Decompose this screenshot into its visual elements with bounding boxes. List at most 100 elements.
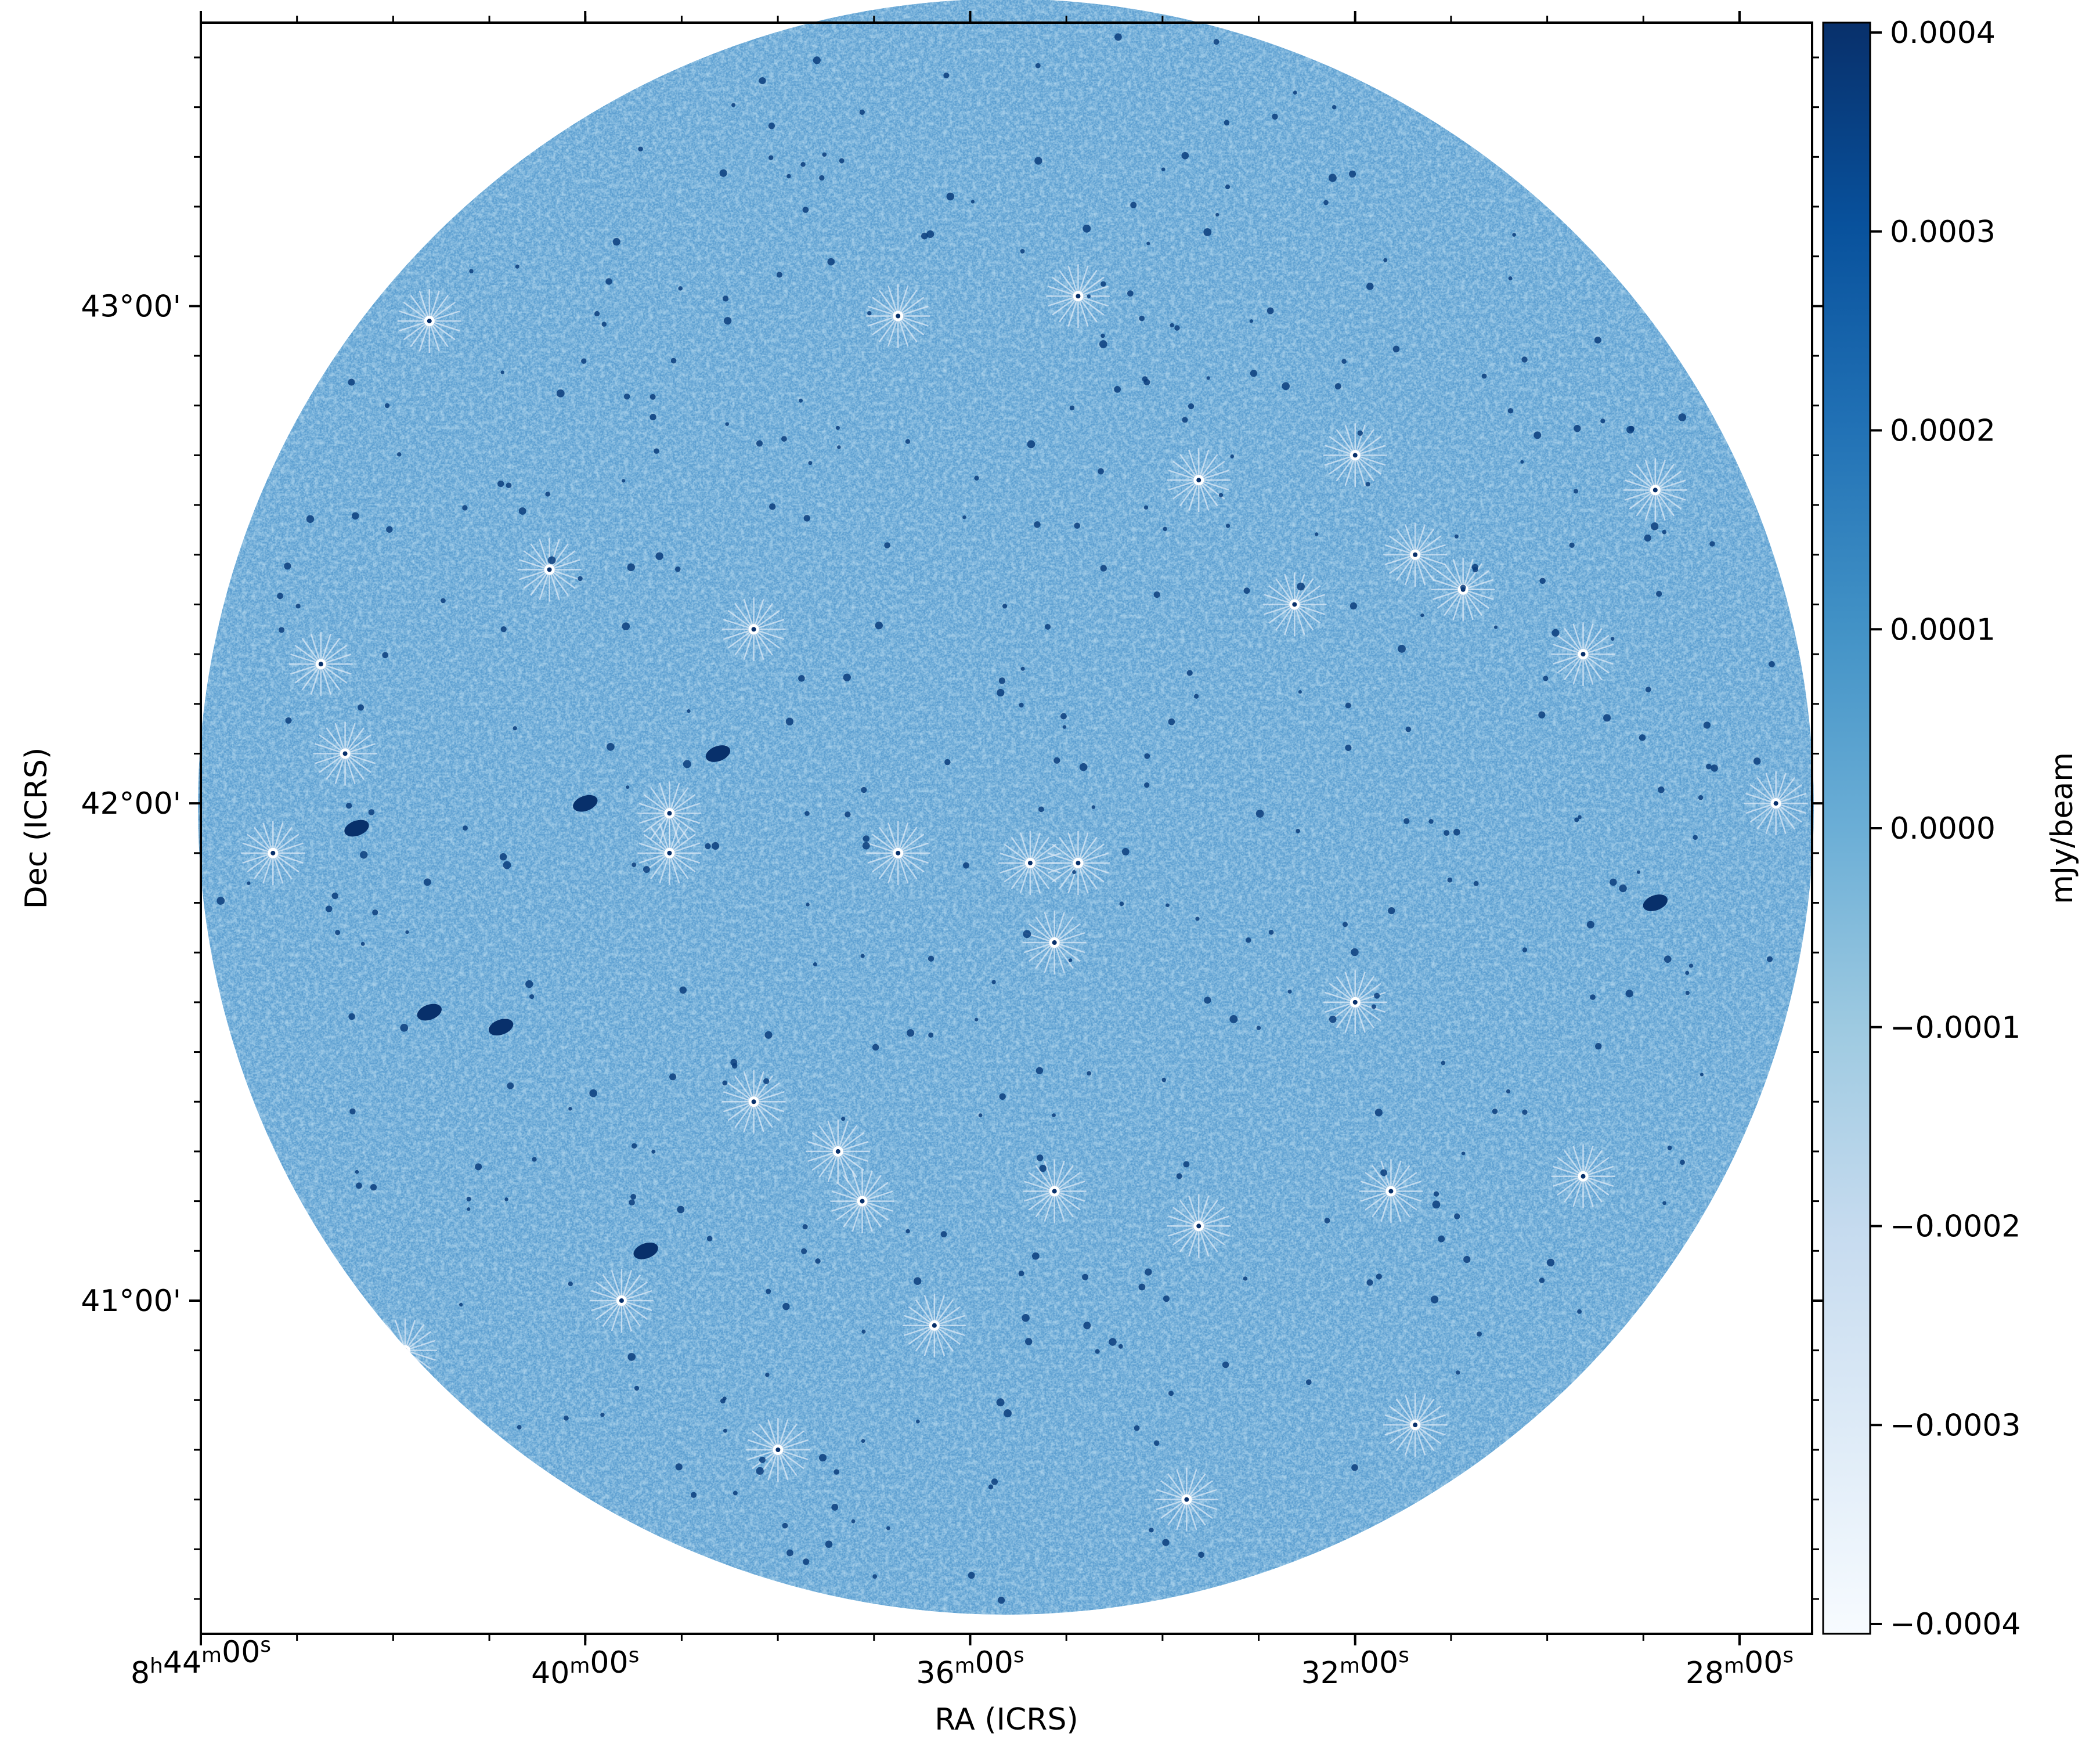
faint-source	[631, 1143, 637, 1149]
faint-source	[1533, 431, 1542, 439]
faint-source	[991, 1478, 998, 1485]
faint-source	[1087, 294, 1091, 298]
faint-source	[1603, 714, 1611, 722]
faint-source	[503, 861, 511, 869]
extended-source	[1643, 894, 1668, 911]
faint-source	[1629, 425, 1634, 432]
faint-source	[928, 955, 934, 962]
faint-source	[815, 1258, 821, 1264]
faint-source	[568, 1281, 573, 1287]
faint-source	[581, 358, 587, 364]
colorbar-tick-label: −0.0003	[1890, 1408, 2021, 1443]
faint-source	[1345, 702, 1351, 709]
faint-source	[1243, 1276, 1248, 1281]
faint-source	[1460, 584, 1466, 591]
faint-source	[988, 1484, 994, 1490]
faint-source	[711, 842, 720, 850]
faint-source	[806, 903, 810, 907]
faint-source	[1662, 529, 1667, 535]
faint-source	[651, 1149, 656, 1154]
faint-source	[1146, 241, 1150, 246]
faint-source	[1004, 1409, 1012, 1417]
faint-source	[1430, 1295, 1439, 1304]
faint-source	[1351, 948, 1359, 956]
faint-source	[804, 811, 810, 816]
faint-source	[1119, 901, 1124, 907]
faint-source	[1166, 903, 1170, 907]
faint-source	[798, 675, 805, 682]
faint-source	[1342, 922, 1348, 927]
faint-source	[1433, 1191, 1439, 1197]
faint-source	[1551, 629, 1560, 637]
faint-source	[1079, 763, 1088, 771]
faint-source	[1161, 1077, 1166, 1082]
faint-source	[1574, 817, 1579, 822]
bright-source	[746, 1417, 810, 1482]
faint-source	[886, 1526, 890, 1530]
bright-source	[1383, 522, 1448, 587]
faint-source	[1315, 532, 1319, 536]
faint-source	[1121, 848, 1130, 855]
faint-source	[677, 1205, 685, 1214]
faint-source	[345, 803, 352, 809]
faint-source	[944, 759, 951, 766]
faint-source	[997, 1597, 1005, 1604]
faint-source	[928, 1032, 934, 1038]
faint-source	[1024, 1338, 1033, 1345]
faint-source	[400, 1023, 409, 1032]
faint-source	[518, 507, 526, 515]
faint-source	[1072, 870, 1077, 875]
bright-source	[397, 289, 461, 353]
faint-source	[1250, 370, 1258, 377]
faint-source	[1034, 157, 1042, 165]
faint-source	[1539, 1277, 1545, 1283]
faint-source	[1539, 577, 1546, 584]
faint-source	[1769, 661, 1775, 667]
faint-source	[1492, 1109, 1498, 1114]
faint-source	[605, 278, 612, 285]
faint-source	[1256, 1026, 1261, 1030]
bright-source	[1551, 1144, 1615, 1208]
faint-source	[802, 207, 809, 213]
extended-source	[488, 1019, 514, 1036]
faint-source	[1522, 1109, 1528, 1115]
faint-source	[1293, 91, 1297, 95]
faint-source	[759, 1456, 766, 1463]
faint-source	[1662, 1201, 1666, 1205]
faint-source	[1428, 819, 1434, 824]
faint-source	[1206, 376, 1210, 380]
faint-source	[348, 1013, 355, 1020]
faint-source	[768, 155, 774, 160]
faint-source	[818, 1454, 827, 1462]
faint-source	[963, 862, 969, 869]
faint-source	[669, 1073, 677, 1081]
faint-source	[1546, 1258, 1555, 1267]
faint-source	[515, 264, 519, 269]
faint-source	[1655, 590, 1662, 597]
faint-source	[786, 174, 791, 179]
y-tick-label: 41°00'	[81, 1284, 181, 1319]
faint-source	[627, 563, 635, 572]
faint-source	[1297, 582, 1305, 591]
faint-source	[1481, 373, 1487, 379]
faint-source	[813, 56, 821, 64]
faint-source	[843, 673, 851, 681]
faint-source	[723, 295, 729, 302]
faint-source	[1087, 1071, 1092, 1076]
faint-source	[926, 230, 934, 239]
bright-source	[288, 632, 353, 696]
faint-source	[839, 158, 845, 164]
faint-source	[1350, 602, 1357, 610]
faint-source	[905, 1229, 910, 1234]
faint-source	[1678, 413, 1687, 421]
faint-source	[384, 403, 390, 409]
faint-source	[1625, 990, 1633, 998]
bright-source	[589, 1268, 654, 1333]
bright-source	[1323, 970, 1387, 1034]
faint-source	[568, 1107, 572, 1111]
faint-source	[1658, 786, 1665, 793]
colorbar-tick-label: −0.0004	[1890, 1607, 2021, 1642]
faint-source	[1574, 425, 1581, 432]
faint-source	[1374, 992, 1380, 999]
faint-source	[1100, 333, 1105, 338]
